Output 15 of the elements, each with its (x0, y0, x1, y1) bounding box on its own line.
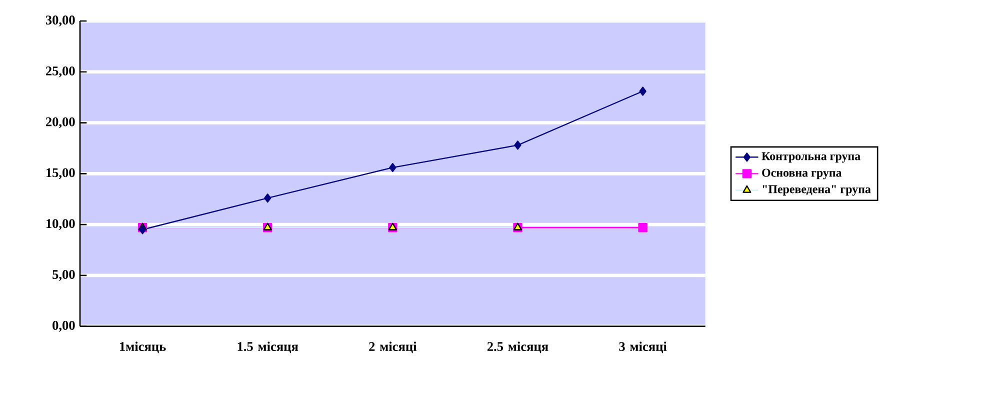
y-tick-label: 10,00 (46, 219, 75, 230)
x-tick-label: 3 місяці (619, 342, 667, 354)
legend-label: "Переведена" група (762, 185, 871, 196)
y-tick-label: 0,00 (52, 320, 75, 332)
y-tick-label: 25,00 (46, 66, 75, 78)
x-tick-label: 1місяць (120, 342, 166, 354)
y-tick-label: 5,00 (52, 270, 75, 281)
x-tick-label: 2 місяці (369, 342, 417, 354)
x-tick-label: 1.5 місяця (238, 342, 298, 354)
y-tick-label: 20,00 (46, 117, 75, 128)
y-tick-label: 30,00 (46, 16, 75, 26)
x-tick-label: 2.5 місяця (487, 342, 548, 354)
legend-label: Основна група (762, 168, 842, 180)
y-tick-label: 15,00 (46, 168, 75, 180)
legend-label: Контрольна група (762, 152, 860, 163)
